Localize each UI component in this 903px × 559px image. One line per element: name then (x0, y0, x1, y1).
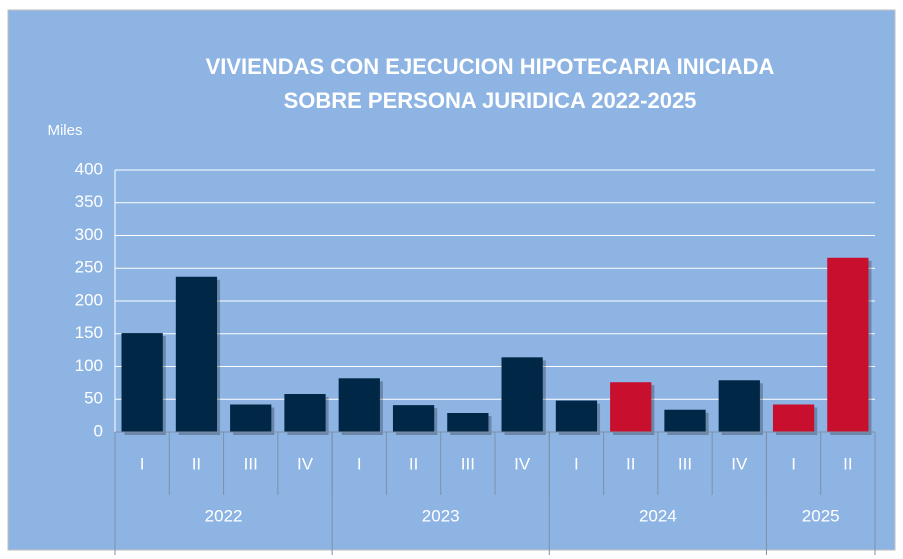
group-label: 2022 (205, 506, 243, 525)
y-tick-label: 250 (75, 258, 103, 277)
bar (664, 409, 706, 432)
y-tick-label: 0 (94, 421, 103, 440)
bar (447, 413, 489, 432)
bar (718, 380, 760, 432)
x-tick-label: II (843, 454, 852, 473)
bar (338, 378, 380, 432)
x-tick-label: IV (731, 454, 748, 473)
x-tick-label: II (409, 454, 418, 473)
chart-title: SOBRE PERSONA JURIDICA 2022-2025 (284, 88, 697, 113)
bar (501, 357, 543, 432)
y-tick-label: 350 (75, 192, 103, 211)
x-tick-label: III (461, 454, 475, 473)
bar (827, 257, 869, 432)
bar (121, 333, 163, 432)
bar (230, 404, 272, 432)
group-label: 2023 (422, 506, 460, 525)
x-tick-label: IV (514, 454, 531, 473)
y-tick-label: 300 (75, 225, 103, 244)
bar (555, 400, 598, 432)
x-tick-label: III (244, 454, 258, 473)
y-axis-label: Miles (47, 122, 82, 139)
y-tick-label: 400 (75, 159, 103, 178)
bar (284, 394, 326, 432)
y-tick-label: 100 (75, 356, 103, 375)
y-tick-label: 200 (75, 290, 103, 309)
y-tick-label: 50 (84, 389, 103, 408)
bar (610, 382, 652, 432)
x-tick-label: I (357, 454, 362, 473)
bar (175, 276, 218, 432)
x-tick-label: III (678, 454, 692, 473)
group-label: 2024 (639, 506, 677, 525)
x-tick-label: IV (297, 454, 314, 473)
x-tick-label: II (192, 454, 201, 473)
chart-title: VIVIENDAS CON EJECUCION HIPOTECARIA INIC… (206, 54, 775, 79)
bar (772, 404, 815, 432)
y-tick-label: 150 (75, 323, 103, 342)
bar (392, 405, 435, 432)
x-tick-label: I (574, 454, 579, 473)
x-tick-label: I (140, 454, 145, 473)
x-tick-label: II (626, 454, 635, 473)
x-tick-label: I (791, 454, 796, 473)
group-label: 2025 (802, 506, 840, 525)
chart-area (7, 9, 896, 551)
